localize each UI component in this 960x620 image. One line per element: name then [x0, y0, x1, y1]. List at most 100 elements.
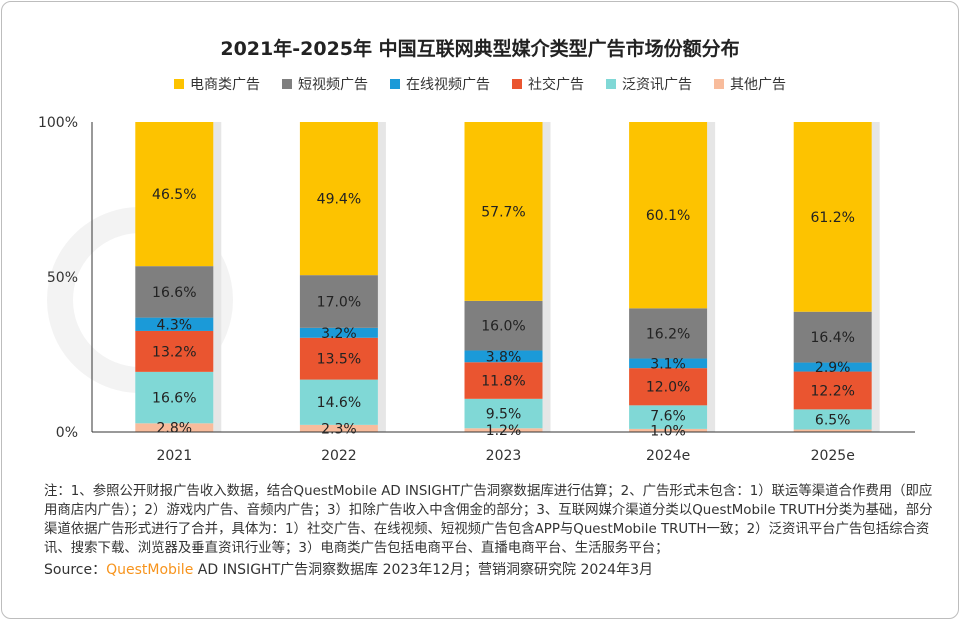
legend-label: 泛资讯广告: [622, 77, 692, 93]
data-label: 14.6%: [317, 395, 361, 411]
data-label: 7.6%: [650, 408, 686, 424]
chart-title: 2021年-2025年 中国互联网典型媒介类型广告市场份额分布: [220, 38, 740, 60]
bar-segment: [793, 311, 872, 363]
bar-segment: [793, 362, 872, 372]
bar-segment: [629, 428, 708, 432]
legend-swatch: [174, 79, 184, 89]
data-label: 11.8%: [481, 374, 525, 390]
data-label: 12.2%: [810, 383, 854, 399]
data-label: 1.0%: [650, 423, 686, 439]
data-label: 17.0%: [317, 294, 361, 310]
data-label: 4.3%: [157, 317, 193, 333]
bar-shadow: [707, 122, 716, 432]
legend-swatch: [512, 79, 522, 89]
legend-label: 电商类广告: [190, 77, 260, 93]
bar-segment: [299, 327, 378, 338]
legend-label: 在线视频广告: [406, 77, 490, 93]
data-label: 9.5%: [486, 407, 522, 423]
data-label: 16.0%: [481, 319, 525, 335]
data-label: 61.2%: [810, 210, 854, 226]
stacked-bar-chart: 0% 50% 100% 2.8% 16.6% 13.2% 4.3% 16.6% 46.5% 202…: [38, 115, 915, 464]
data-label: 3.2%: [321, 326, 357, 342]
source-line: Source：QuestMobile AD INSIGHT广告洞察数据库 202…: [44, 561, 934, 579]
bar-segment: [629, 368, 708, 406]
bar-segment: [299, 424, 378, 432]
bar-segment: [135, 423, 214, 432]
bar-shadow: [871, 122, 880, 432]
y-tick-label: 0%: [56, 425, 78, 441]
y-tick-label: 100%: [38, 115, 78, 131]
bar-segment: [464, 398, 543, 429]
bar-shadow: [377, 122, 386, 432]
bar-segment: [135, 122, 214, 267]
data-label: 2.8%: [157, 421, 193, 437]
bar-segment: [464, 350, 543, 363]
legend-item: 在线视频广告: [390, 74, 490, 94]
legend-swatch: [714, 79, 724, 89]
bar-segment: [299, 275, 378, 328]
data-label: 57.7%: [481, 204, 525, 220]
x-tick-label: 2023: [486, 448, 522, 464]
bar-segment: [135, 371, 214, 424]
bar-shadow: [542, 122, 551, 432]
bar-segment: [629, 358, 708, 369]
x-tick-label: 2024e: [646, 448, 690, 464]
legend-swatch: [606, 79, 616, 89]
bar-segment: [793, 429, 872, 432]
bar-segment: [629, 308, 708, 359]
legend-item: 其他广告: [714, 74, 786, 94]
data-label: 6.5%: [815, 412, 851, 428]
source-brand: QuestMobile: [106, 562, 194, 578]
bar-segment: [629, 122, 708, 309]
legend-item: 短视频广告: [282, 74, 368, 94]
x-tick-label: 2025e: [811, 448, 855, 464]
legend-item: 泛资讯广告: [606, 74, 692, 94]
source-prefix: Source：: [44, 562, 107, 578]
legend-label: 社交广告: [528, 77, 584, 93]
data-label: 16.6%: [152, 391, 196, 407]
data-label: 16.2%: [646, 326, 690, 342]
data-label: 3.1%: [650, 356, 686, 372]
bar-segment: [629, 405, 708, 429]
bar-segment: [793, 122, 872, 312]
data-label: 13.2%: [152, 344, 196, 360]
legend-label: 其他广告: [730, 77, 786, 93]
data-label: 46.5%: [152, 187, 196, 203]
data-label: 2.9%: [815, 360, 851, 376]
x-tick-label: 2022: [321, 448, 357, 464]
footnotes: 注：1、参照公开财报广告收入数据，结合QuestMobile AD INSIGH…: [44, 484, 933, 556]
data-label: 13.5%: [317, 352, 361, 368]
legend-swatch: [282, 79, 292, 89]
data-label: 2.3%: [321, 421, 357, 437]
legend-swatch: [390, 79, 400, 89]
data-label: 60.1%: [646, 208, 690, 224]
y-tick-label: 50%: [47, 270, 78, 286]
bar-segment: [464, 122, 543, 301]
bar-segment: [464, 362, 543, 399]
bar-segment: [464, 300, 543, 351]
bar-segment: [135, 266, 214, 318]
source-rest: AD INSIGHT广告洞察数据库 2023年12月；营销洞察研究院 2024年…: [193, 562, 653, 578]
bar-segment: [464, 428, 543, 432]
bar-segment: [299, 337, 378, 380]
data-label: 3.8%: [486, 349, 522, 365]
bar-segment: [299, 122, 378, 276]
bar-segment: [135, 317, 214, 331]
data-label: 1.2%: [486, 423, 522, 439]
footer: 注：1、参照公开财报广告收入数据，结合QuestMobile AD INSIGH…: [44, 482, 934, 579]
data-label: 16.4%: [810, 330, 854, 346]
data-label: 16.6%: [152, 285, 196, 301]
data-label: 49.4%: [317, 192, 361, 208]
legend: 电商类广告 短视频广告 在线视频广告 社交广告 泛资讯广告 其他广告: [0, 74, 960, 94]
legend-item: 电商类广告: [174, 74, 260, 94]
bar-segment: [299, 379, 378, 425]
bar-segment: [793, 409, 872, 430]
bar-shadow: [213, 122, 222, 432]
legend-item: 社交广告: [512, 74, 584, 94]
bar-segment: [793, 371, 872, 410]
data-label: 12.0%: [646, 380, 690, 396]
legend-label: 短视频广告: [298, 77, 368, 93]
x-tick-label: 2021: [156, 448, 192, 464]
bar-segment: [135, 330, 214, 372]
